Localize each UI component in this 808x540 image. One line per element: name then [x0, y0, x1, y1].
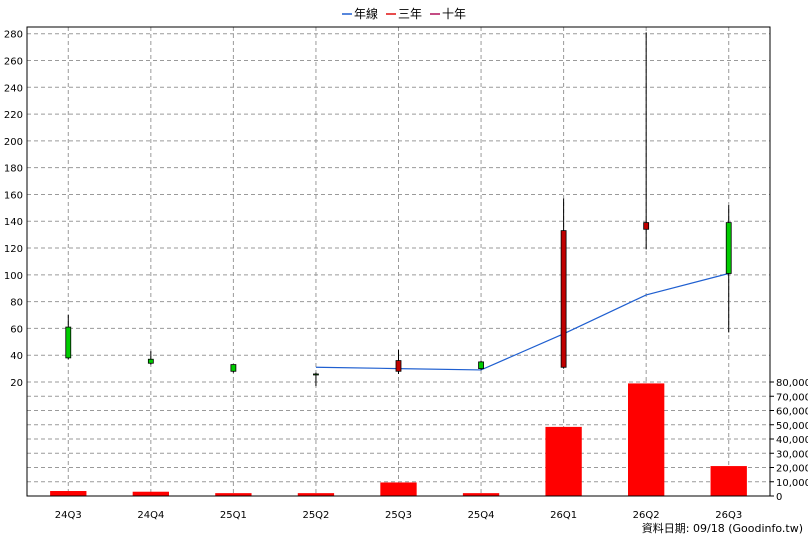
price-axis-tick-label: 20	[10, 378, 23, 389]
price-axis-tick-label: 60	[10, 324, 23, 335]
plot-frame	[26, 26, 771, 497]
volume-axis-tick-label: 20,000	[776, 464, 808, 475]
volume-axis-tick-label: 40,000	[776, 435, 808, 446]
price-axis-tick-label: 180	[4, 164, 23, 175]
category-tick-label: 26Q2	[633, 510, 660, 521]
volume-axis-tick-label: 10,000	[776, 478, 808, 489]
category-tick-label: 24Q3	[55, 510, 82, 521]
price-axis-tick-label: 120	[4, 244, 23, 255]
volume-bar	[132, 491, 169, 496]
category-tick-label: 25Q1	[220, 510, 247, 521]
candle-body	[478, 361, 484, 370]
volume-axis-tick-label: 0	[776, 492, 782, 503]
volume-bar	[215, 493, 252, 496]
candle-body	[560, 230, 567, 368]
volume-axis-tick-label: 70,000	[776, 392, 808, 403]
volume-bar	[628, 383, 665, 496]
volume-bar	[50, 491, 87, 496]
annual-line-series	[315, 272, 729, 371]
candle-body	[230, 364, 237, 372]
volume-bar	[380, 482, 417, 496]
volume-axis-tick-label: 50,000	[776, 421, 808, 432]
volume-axis-tick-label: 60,000	[776, 407, 808, 418]
price-axis-tick-label: 240	[4, 83, 23, 94]
candle-body	[395, 360, 402, 372]
category-tick-label: 24Q4	[137, 510, 164, 521]
category-tick-label: 26Q3	[715, 510, 742, 521]
candle-body	[147, 358, 154, 364]
volume-bar	[545, 426, 582, 496]
candle-body	[643, 222, 650, 230]
legend-label-10yr: 十年	[442, 7, 466, 21]
volume-axis-tick-label: 80,000	[776, 378, 808, 389]
data-date-footer: 資料日期: 09/18 (Goodinfo.tw)	[642, 521, 803, 535]
volume-bar	[462, 493, 500, 496]
category-tick-label: 25Q4	[468, 510, 495, 521]
price-axis-tick-label: 260	[4, 56, 23, 67]
price-axis-tick-label: 80	[10, 298, 23, 309]
candle-body	[313, 373, 319, 376]
legend-label-3yr: 三年	[398, 7, 422, 21]
price-axis-tick-label: 160	[4, 190, 23, 201]
volume-axis-tick-label: 30,000	[776, 449, 808, 460]
volume-bar	[710, 466, 747, 496]
legend-label-annual: 年線	[354, 6, 378, 21]
price-axis-tick-label: 40	[10, 351, 23, 362]
price-axis-tick-label: 140	[4, 217, 23, 228]
candle-body	[725, 222, 732, 274]
candle-body	[65, 326, 72, 359]
volume-bar	[297, 493, 335, 496]
price-axis-tick-label: 280	[4, 30, 23, 41]
price-axis-tick-label: 100	[4, 271, 23, 282]
category-tick-label: 26Q1	[550, 510, 577, 521]
price-axis-tick-label: 220	[4, 110, 23, 121]
price-axis-tick-label: 200	[4, 137, 23, 148]
chart-legend: 年線 三年 十年	[342, 6, 466, 21]
category-tick-label: 25Q3	[385, 510, 412, 521]
category-tick-label: 25Q2	[302, 510, 329, 521]
